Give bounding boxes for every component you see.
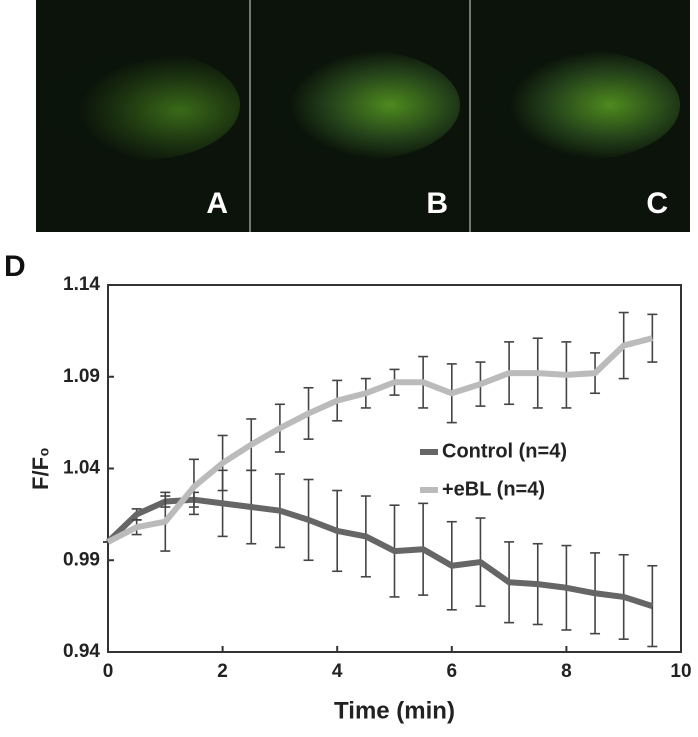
y-axis-label: F/F₀	[28, 447, 53, 490]
y-tick-label: 1.14	[63, 274, 100, 295]
y-tick-label: 0.99	[63, 549, 100, 570]
panel-label: B	[426, 187, 448, 220]
image-panels	[36, 0, 690, 232]
y-tick-label: 1.09	[63, 366, 100, 387]
y-tick-label: 1.04	[63, 458, 100, 479]
panel-label: C	[646, 187, 668, 220]
x-tick-label: 8	[561, 661, 572, 682]
x-tick-label: 10	[670, 661, 691, 682]
legend-label: Control (n=4)	[442, 440, 567, 462]
series-line	[105, 496, 654, 609]
x-axis-label: Time (min)	[334, 697, 455, 724]
series-line	[106, 335, 654, 545]
legend-label: +eBL (n=4)	[442, 478, 545, 500]
panel-label: A	[206, 187, 228, 220]
x-tick-label: 4	[332, 661, 343, 682]
y-tick-label: 0.94	[63, 641, 100, 662]
panel-label: D	[4, 250, 26, 283]
x-tick-label: 2	[217, 661, 228, 682]
x-tick-label: 0	[103, 661, 114, 682]
x-tick-label: 6	[447, 661, 458, 682]
